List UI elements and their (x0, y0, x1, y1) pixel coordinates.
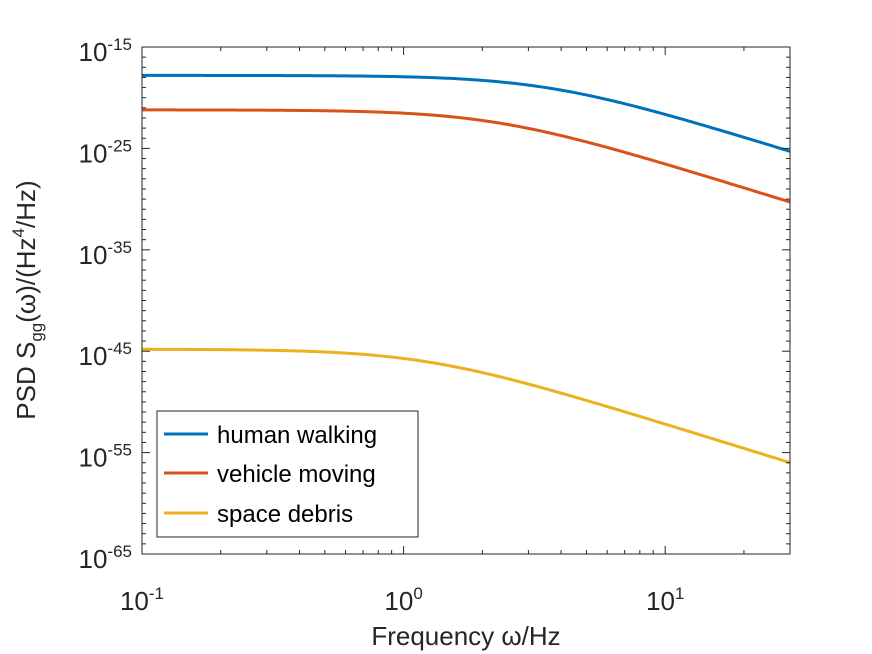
x-tick-label: 100 (384, 584, 422, 616)
legend-label-human-walking: human walking (217, 422, 377, 449)
plot-frame (141, 46, 791, 555)
x-tick-label: 101 (646, 584, 684, 616)
x-tick-label: 10-1 (120, 584, 164, 616)
y-tick-label: 10-65 (79, 542, 133, 574)
series-lines (141, 73, 791, 465)
legend-label-space-debris: space debris (217, 501, 353, 528)
x-tick-labels: 10-1 100 101 (120, 584, 684, 616)
x-axis-title: Frequency ω/Hz (371, 621, 560, 651)
y-tick-label: 10-25 (79, 136, 133, 168)
y-tick-label: 10-35 (79, 238, 133, 270)
series-line-human-walking (142, 73, 791, 153)
series-line-space-debris (141, 347, 791, 465)
y-tick-label: 10-45 (79, 339, 133, 371)
legend-label-vehicle-moving: vehicle moving (217, 461, 376, 488)
minor-ticks (142, 47, 790, 554)
y-axis-title: PSD Sgg(ω)/(Hz4/Hz) (9, 180, 46, 419)
y-tick-label: 10-55 (79, 441, 133, 473)
y-tick-labels: 10-15 10-25 10-35 10-45 10-55 10-65 (79, 35, 133, 574)
series-line-vehicle-moving (141, 108, 791, 204)
y-tick-label: 10-15 (79, 35, 133, 67)
legend: human walking vehicle moving space debri… (156, 410, 419, 538)
